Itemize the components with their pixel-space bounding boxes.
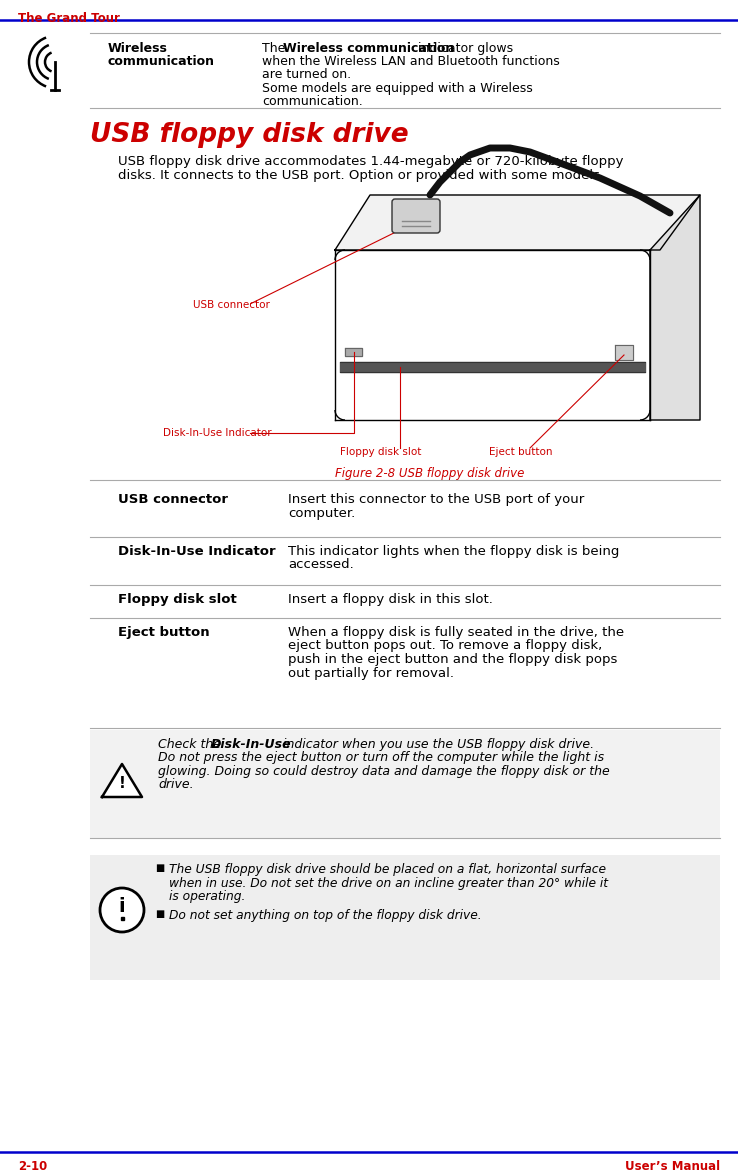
Text: glowing. Doing so could destroy data and damage the floppy disk or the: glowing. Doing so could destroy data and… — [158, 765, 610, 778]
Text: is operating.: is operating. — [169, 890, 245, 902]
Text: ■: ■ — [155, 863, 165, 873]
Text: push in the eject button and the floppy disk pops: push in the eject button and the floppy … — [288, 653, 618, 666]
Text: USB floppy disk drive: USB floppy disk drive — [90, 122, 409, 148]
Polygon shape — [335, 250, 650, 420]
Text: when the Wireless LAN and Bluetooth functions: when the Wireless LAN and Bluetooth func… — [262, 55, 559, 68]
Polygon shape — [615, 345, 633, 360]
Text: communication: communication — [108, 55, 215, 68]
Polygon shape — [102, 764, 142, 797]
Text: The USB floppy disk drive should be placed on a flat, horizontal surface: The USB floppy disk drive should be plac… — [169, 863, 606, 875]
Polygon shape — [650, 195, 700, 420]
Polygon shape — [335, 195, 700, 250]
Text: Disk-In-Use: Disk-In-Use — [211, 738, 292, 751]
Text: Do not press the eject button or turn off the computer while the light is: Do not press the eject button or turn of… — [158, 751, 604, 764]
Polygon shape — [120, 917, 123, 920]
Text: ■: ■ — [155, 908, 165, 919]
Text: USB connector: USB connector — [118, 493, 228, 506]
Text: USB connector: USB connector — [193, 300, 270, 311]
Text: Some models are equipped with a Wireless: Some models are equipped with a Wireless — [262, 82, 533, 95]
Text: Do not set anything on top of the floppy disk drive.: Do not set anything on top of the floppy… — [169, 908, 482, 921]
Text: are turned on.: are turned on. — [262, 68, 351, 81]
Text: This indicator lights when the floppy disk is being: This indicator lights when the floppy di… — [288, 545, 619, 558]
Text: when in use. Do not set the drive on an incline greater than 20° while it: when in use. Do not set the drive on an … — [169, 877, 608, 890]
Text: !: ! — [119, 776, 125, 790]
Polygon shape — [340, 362, 645, 372]
Text: drive.: drive. — [158, 778, 193, 791]
Text: Floppy disk slot: Floppy disk slot — [118, 593, 237, 606]
Text: indicator glows: indicator glows — [414, 42, 513, 55]
Text: When a floppy disk is fully seated in the drive, the: When a floppy disk is fully seated in th… — [288, 626, 624, 639]
Text: disks. It connects to the USB port. Option or provided with some models.: disks. It connects to the USB port. Opti… — [118, 169, 604, 182]
Text: USB floppy disk drive accommodates 1.44-megabyte or 720-kilobyte floppy: USB floppy disk drive accommodates 1.44-… — [118, 155, 624, 168]
Text: Insert a floppy disk in this slot.: Insert a floppy disk in this slot. — [288, 593, 493, 606]
Text: 2-10: 2-10 — [18, 1160, 47, 1172]
Circle shape — [100, 888, 144, 932]
Text: computer.: computer. — [288, 506, 355, 519]
Text: i: i — [119, 898, 125, 917]
Text: Eject button: Eject button — [489, 447, 553, 457]
Polygon shape — [345, 348, 362, 356]
Text: indicator when you use the USB floppy disk drive.: indicator when you use the USB floppy di… — [279, 738, 594, 751]
Text: Wireless: Wireless — [108, 42, 168, 55]
FancyBboxPatch shape — [90, 730, 720, 838]
Text: User’s Manual: User’s Manual — [625, 1160, 720, 1172]
Text: eject button pops out. To remove a floppy disk,: eject button pops out. To remove a flopp… — [288, 640, 602, 653]
FancyBboxPatch shape — [90, 856, 720, 980]
Text: Eject button: Eject button — [118, 626, 210, 639]
Text: Wireless communication: Wireless communication — [283, 42, 455, 55]
Text: The Grand Tour: The Grand Tour — [18, 12, 120, 25]
Text: Floppy disk slot: Floppy disk slot — [340, 447, 421, 457]
FancyBboxPatch shape — [392, 199, 440, 233]
Text: out partially for removal.: out partially for removal. — [288, 667, 454, 680]
Text: Disk-In-Use Indicator: Disk-In-Use Indicator — [163, 428, 272, 438]
Text: The: The — [262, 42, 289, 55]
Text: Insert this connector to the USB port of your: Insert this connector to the USB port of… — [288, 493, 584, 506]
Text: communication.: communication. — [262, 95, 363, 108]
Text: Check the: Check the — [158, 738, 225, 751]
Text: Disk-In-Use Indicator: Disk-In-Use Indicator — [118, 545, 275, 558]
Text: accessed.: accessed. — [288, 559, 354, 572]
Text: Figure 2-8 USB floppy disk drive: Figure 2-8 USB floppy disk drive — [335, 466, 525, 481]
